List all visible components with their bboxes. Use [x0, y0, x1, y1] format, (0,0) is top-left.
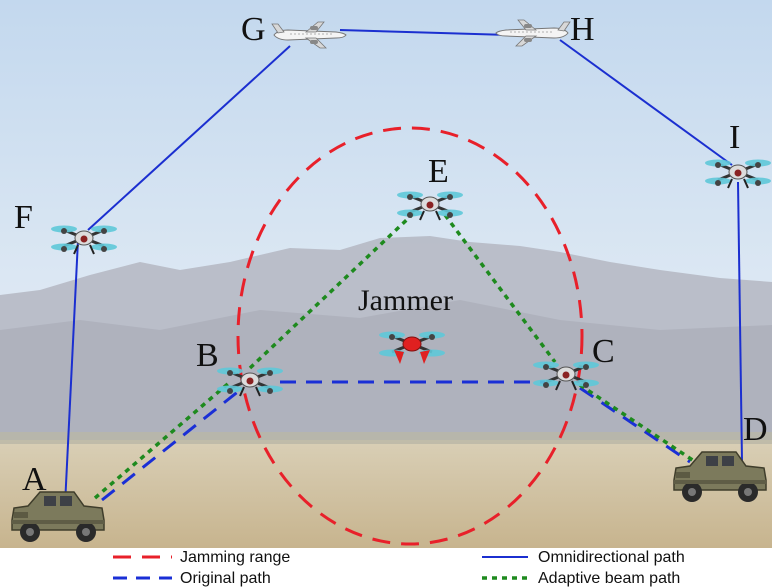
node-label-c: C [592, 333, 615, 370]
node-label-h: H [570, 11, 595, 48]
beam-path-c-d [579, 383, 701, 467]
node-label-i: I [729, 119, 740, 156]
node-label-b: B [196, 337, 219, 374]
legend-label-omnidirectional-path: Omnidirectional path [538, 549, 685, 566]
node-label-g: G [241, 11, 266, 48]
node-label-d: D [743, 411, 768, 448]
omni-path-i-d [737, 181, 743, 463]
original-path-c-d [579, 386, 691, 464]
beam-path-b-e [248, 210, 417, 370]
omni-path-a-f [64, 239, 79, 506]
legend-background [0, 548, 772, 587]
omnidirectional-paths [64, 29, 743, 506]
legend-label-adaptive-beam-path: Adaptive beam path [538, 570, 680, 587]
beam-path-e-c [443, 213, 557, 364]
legend: Jamming range Original path Omnidirectio… [113, 549, 685, 587]
legend-label-original-path: Original path [180, 570, 271, 587]
original-path-a-b [101, 388, 241, 502]
treeline [0, 432, 772, 444]
node-label-a: A [22, 461, 47, 498]
field-ground [0, 440, 772, 548]
omni-path-f-g [87, 45, 291, 231]
node-label-e: E [428, 153, 449, 190]
node-label-f: F [14, 199, 33, 236]
omni-path-g-h [339, 29, 511, 36]
jamming-range-circle [236, 126, 584, 546]
adaptive-beam-paths [93, 210, 701, 500]
omni-path-h-i [559, 39, 733, 166]
original-paths [101, 380, 691, 502]
legend-label-jamming-range: Jamming range [180, 549, 290, 566]
jammer-label: Jammer [358, 284, 453, 317]
